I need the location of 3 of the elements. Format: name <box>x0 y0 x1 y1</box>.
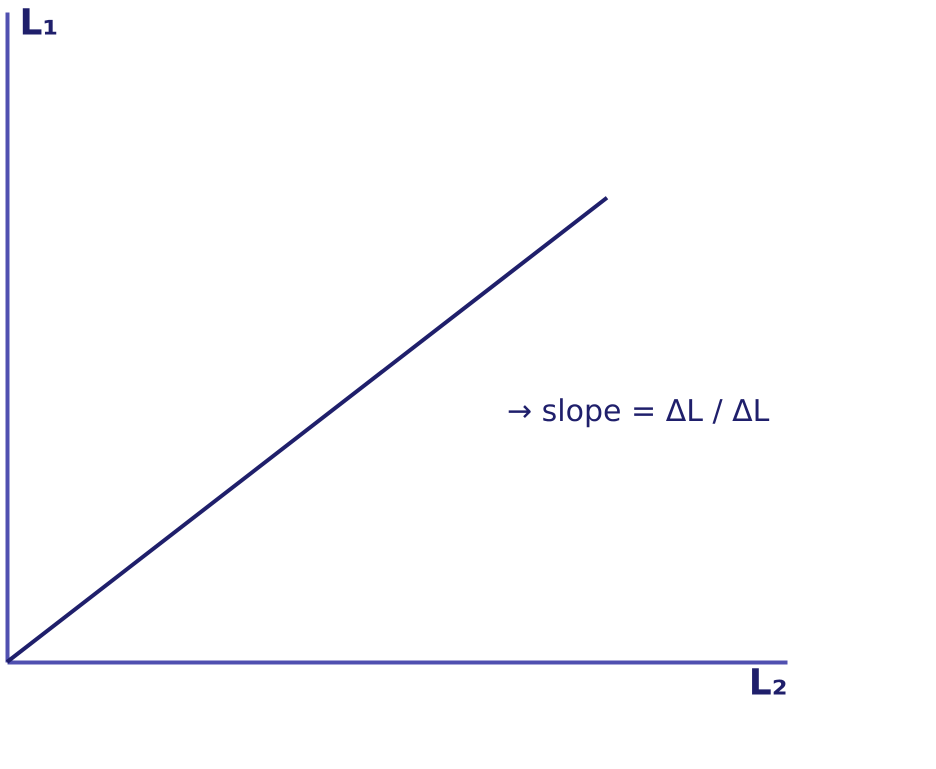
y-axis-title: L₁ <box>20 2 58 44</box>
annotation: → slope = ΔL / ΔL <box>507 394 770 429</box>
x-axis-title: L₂ <box>748 662 788 704</box>
